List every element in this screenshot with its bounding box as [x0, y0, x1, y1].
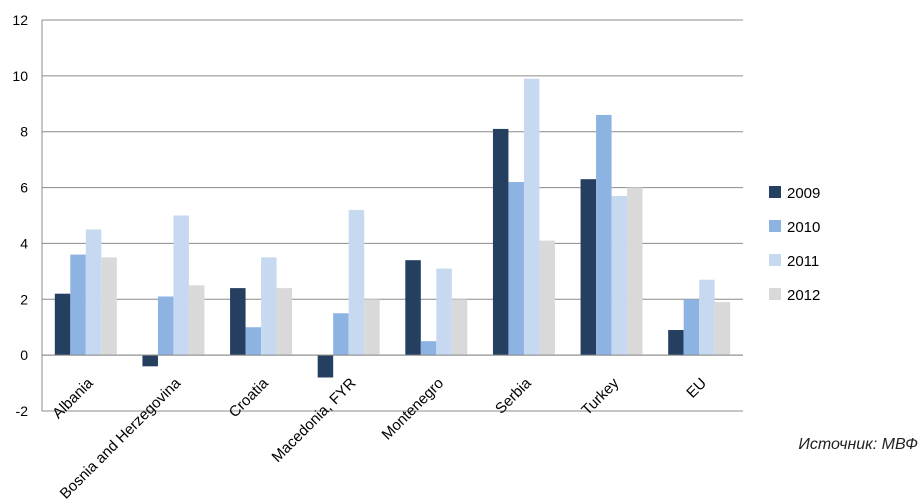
- y-tick-label: -2: [16, 403, 29, 419]
- bar-2009-7: [668, 330, 684, 356]
- bar-2009-0: [54, 293, 71, 356]
- bar-2010-3: [333, 313, 349, 356]
- y-axis-tick-labels: 12 10 8 6 4 2 0 -2: [12, 12, 28, 419]
- bar-2012-3: [364, 299, 380, 356]
- bar-2010-1: [157, 296, 174, 356]
- legend-label: 2012: [787, 287, 820, 304]
- bars: [42, 78, 743, 378]
- bar-2011-0: [85, 229, 102, 356]
- legend-swatch: [769, 254, 781, 266]
- y-tick-label: 6: [20, 180, 28, 196]
- legend-label: 2011: [787, 253, 819, 270]
- x-category-label: EU: [683, 375, 710, 402]
- bar-2011-1: [173, 215, 189, 356]
- bar-2012-6: [627, 187, 643, 356]
- x-category-label: Albania: [49, 374, 97, 422]
- legend-swatch: [769, 220, 781, 232]
- bar-2012-7: [714, 302, 731, 356]
- bar-2009-6: [580, 179, 597, 356]
- bar-2009-3: [317, 355, 334, 378]
- bar-2012-2: [276, 288, 293, 356]
- bar-2010-6: [596, 114, 612, 356]
- bar-2010-5: [508, 181, 524, 356]
- bar-2011-7: [699, 279, 715, 356]
- bar-2009-1: [142, 355, 158, 367]
- bar-2011-4: [436, 268, 452, 356]
- legend-label: 2010: [787, 219, 820, 236]
- bar-2009-5: [492, 128, 509, 356]
- y-tick-label: 2: [20, 291, 28, 307]
- y-tick-label: 8: [20, 124, 28, 140]
- bar-2010-0: [70, 254, 86, 356]
- x-category-label: Turkey: [578, 374, 622, 418]
- y-tick-label: 10: [12, 68, 28, 84]
- bar-2009-4: [405, 260, 421, 356]
- legend-label: 2009: [787, 185, 820, 202]
- bar-2012-5: [539, 240, 555, 356]
- bar-2012-4: [451, 299, 468, 356]
- legend-swatch: [769, 288, 781, 300]
- y-tick-label: 0: [20, 347, 28, 363]
- y-tick-label: 4: [20, 235, 28, 251]
- bar-2010-4: [420, 341, 437, 356]
- bar-2011-5: [523, 78, 540, 356]
- legend: 2009 2010 2011 2012: [769, 185, 820, 304]
- x-category-label: Macedonia, FYR: [268, 375, 359, 466]
- bar-2010-7: [683, 299, 700, 356]
- x-category-label: Croatia: [226, 374, 273, 421]
- bar-2011-6: [611, 195, 628, 356]
- bar-2012-0: [101, 257, 117, 356]
- bar-2010-2: [245, 327, 262, 356]
- bar-2012-1: [188, 285, 205, 356]
- bar-2011-2: [261, 257, 277, 356]
- legend-swatch: [769, 186, 781, 198]
- bar-2011-3: [348, 209, 365, 356]
- y-tick-label: 12: [12, 12, 28, 28]
- bar-2009-2: [230, 288, 246, 356]
- x-category-label: Montenegro: [379, 375, 448, 444]
- source-note: Источник: МВФ: [798, 436, 918, 453]
